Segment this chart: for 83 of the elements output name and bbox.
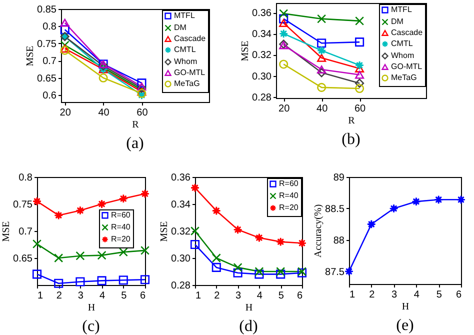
text: (c) — [82, 318, 100, 335]
legend-label: CMTL — [391, 39, 414, 48]
legend-label: MeTaG — [391, 73, 417, 82]
legend-label: Cascade — [391, 28, 424, 37]
y-tick-label: 0.65 — [37, 73, 57, 84]
x-tick-label: 20 — [278, 104, 290, 114]
x-tick-label: 5 — [436, 290, 442, 300]
legend-label: R=20 — [111, 234, 131, 244]
y-tick-label: 0.32 — [171, 226, 191, 238]
y-tick-label: 0.36 — [171, 172, 191, 184]
legend-label: DM — [391, 17, 404, 26]
legend-label: R=40 — [279, 191, 299, 200]
x-axis-title: R — [132, 120, 140, 130]
y-tick-label: 0.34 — [252, 29, 272, 40]
x-tick-label: 4 — [100, 290, 106, 302]
x-tick-label: 40 — [98, 108, 110, 118]
x-tick-label: 4 — [256, 290, 263, 302]
text: (e) — [396, 317, 414, 334]
x-tick-label: 40 — [316, 104, 328, 114]
x-tick-label: 2 — [214, 290, 220, 302]
legend-label: MeTaG — [174, 79, 200, 88]
y-tick-label: 0.85 — [37, 4, 57, 16]
legend-label: Whom — [174, 57, 198, 66]
y-tick-label: 88 — [333, 235, 345, 246]
y-axis-title: MSE — [240, 40, 252, 62]
x-tick-label: 3 — [392, 290, 398, 300]
legend-label: R=60 — [279, 179, 299, 188]
text: (a) — [126, 135, 144, 152]
x-tick-label: 1 — [38, 290, 44, 302]
x-tick-label: 60 — [354, 104, 366, 114]
legend-label: Cascade — [174, 34, 206, 43]
y-tick-label: 0.28 — [171, 280, 191, 292]
y-tick-label: 0.65 — [13, 254, 33, 264]
x-tick-label: 3 — [78, 290, 84, 302]
x-axis-title: H — [245, 302, 253, 314]
x-axis-title: H — [88, 302, 96, 314]
x-tick-label: 1 — [350, 290, 356, 300]
x-tick-label: 20 — [60, 108, 72, 118]
x-tick-label: 60 — [136, 108, 148, 118]
y-axis-title: Accuracy(%) — [313, 204, 324, 258]
y-tick-label: 0.75 — [37, 38, 57, 50]
y-axis-title: MSE — [25, 46, 36, 66]
x-tick-label: 5 — [278, 290, 284, 302]
y-tick-label: 0.30 — [252, 71, 272, 82]
text: (b) — [342, 131, 360, 148]
y-tick-label: 0.8 — [42, 22, 57, 33]
y-tick-label: 87.5 — [325, 266, 345, 278]
y-tick-label: 89 — [333, 172, 345, 184]
legend-label: MTFL — [174, 11, 196, 20]
x-tick-label: 6 — [140, 290, 146, 302]
y-tick-label: 0.6 — [42, 90, 57, 102]
x-tick-label: 3 — [236, 290, 242, 302]
y-axis-title: MSE — [1, 221, 12, 242]
x-axis-title: H — [402, 302, 410, 312]
x-axis-title: R — [348, 116, 356, 126]
legend-label: GO-MTL — [391, 62, 423, 71]
legend-label: R=40 — [111, 222, 131, 232]
y-tick-label: 0.30 — [171, 254, 191, 264]
legend-label: Whom — [391, 51, 414, 60]
legend-label: R=20 — [279, 203, 299, 212]
y-tick-label: 0.7 — [18, 226, 33, 238]
y-tick-label: 0.8 — [18, 172, 33, 184]
y-tick-label: 0.7 — [42, 56, 57, 68]
x-tick-label: 4 — [414, 290, 420, 300]
y-tick-label: 0.34 — [171, 200, 191, 210]
legend-label: MTFL — [391, 5, 412, 14]
legend-label: DM — [174, 23, 187, 32]
legend-label: R=60 — [111, 210, 131, 220]
legend-label: GO-MTL — [174, 68, 206, 77]
y-tick-label: 0.28 — [252, 92, 272, 104]
y-tick-label: 0.36 — [252, 8, 272, 19]
legend-label: CMTL — [174, 45, 196, 54]
x-tick-label: 2 — [369, 290, 376, 300]
y-axis-title: MSE — [159, 221, 170, 242]
text: (d) — [239, 318, 258, 335]
y-tick-label: 0.75 — [13, 200, 33, 210]
y-tick-label: 88.5 — [325, 204, 345, 215]
y-tick-label: 0.32 — [252, 50, 272, 62]
x-tick-label: 6 — [296, 290, 303, 302]
x-tick-label: 1 — [196, 290, 202, 302]
x-tick-label: 6 — [456, 290, 462, 300]
x-tick-label: 2 — [56, 290, 62, 302]
x-tick-label: 5 — [121, 290, 128, 302]
